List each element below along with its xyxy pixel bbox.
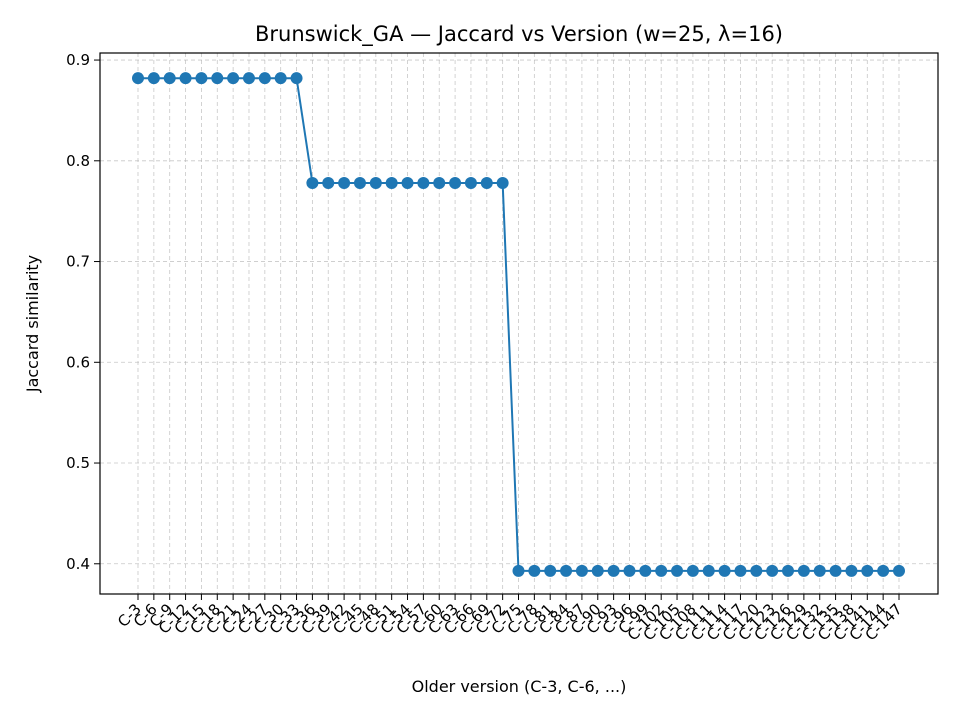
data-point [179,72,192,85]
data-point [750,564,763,577]
data-point [480,176,493,189]
data-point [829,564,842,577]
y-tick-label: 0.4 [66,555,90,573]
data-point [290,72,303,85]
data-point [163,72,176,85]
data-point [496,176,509,189]
data-point [369,176,382,189]
data-point [242,72,255,85]
data-point [718,564,731,577]
data-point [686,564,699,577]
data-point [385,176,398,189]
y-axis: 0.4 0.5 0.6 0.7 0.8 0.9 [66,51,100,573]
data-point [322,176,335,189]
data-point [528,564,541,577]
data-point [211,72,224,85]
x-axis: C-3C-6C-9C-12C-15C-18C-21C-24C-27C-30C-3… [114,594,906,644]
data-point [417,176,430,189]
data-point [306,176,319,189]
data-point [227,72,240,85]
series-group [132,72,905,577]
y-axis-label: Jaccard similarity [23,255,42,393]
data-point [623,564,636,577]
data-point [655,564,668,577]
y-tick-label: 0.7 [66,253,90,271]
data-point [813,564,826,577]
y-tick-label: 0.5 [66,454,90,472]
data-point [639,564,652,577]
data-point [512,564,525,577]
x-axis-label: Older version (C-3, C-6, ...) [412,677,627,696]
data-point [782,564,795,577]
data-point [544,564,557,577]
data-point [845,564,858,577]
data-point [132,72,144,85]
data-point [258,72,271,85]
data-point [274,72,287,85]
data-point [464,176,477,189]
data-point [766,564,779,577]
data-point [575,564,588,577]
data-point [734,564,747,577]
data-point [797,564,810,577]
data-point [338,176,351,189]
data-point [591,564,604,577]
y-tick-label: 0.8 [66,152,90,170]
data-point [560,564,573,577]
data-point [861,564,874,577]
data-point [433,176,446,189]
data-point [195,72,208,85]
y-tick-label: 0.9 [66,51,90,69]
data-point [671,564,684,577]
data-point [702,564,715,577]
data-point [877,564,890,577]
data-point [893,564,905,577]
data-point [449,176,462,189]
grid [100,53,938,594]
data-point [401,176,414,189]
data-point [607,564,620,577]
chart-title: Brunswick_GA — Jaccard vs Version (w=25,… [255,22,783,47]
y-tick-label: 0.6 [66,353,90,371]
data-point [353,176,366,189]
data-point [147,72,160,85]
